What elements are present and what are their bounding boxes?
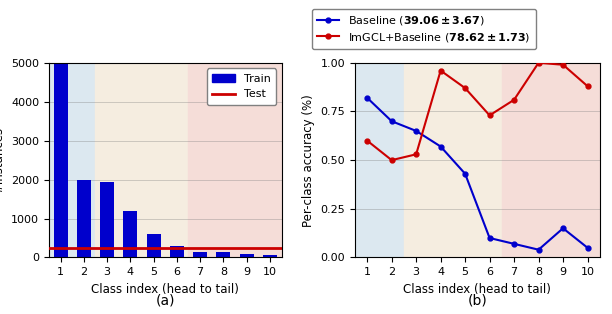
Bar — [193, 252, 207, 257]
Bar — [502, 63, 600, 257]
Legend: Train, Test: Train, Test — [207, 68, 276, 105]
Bar — [100, 181, 114, 257]
Bar — [170, 246, 184, 257]
X-axis label: Class index (head to tail): Class index (head to tail) — [91, 283, 239, 296]
Bar — [49, 63, 95, 257]
Bar — [217, 252, 230, 257]
Text: (b): (b) — [468, 294, 487, 308]
Bar — [263, 255, 277, 257]
Bar — [54, 63, 67, 257]
Text: (a): (a) — [155, 294, 175, 308]
Bar — [240, 254, 253, 257]
X-axis label: Class index (head to tail): Class index (head to tail) — [403, 283, 551, 296]
Bar — [404, 63, 502, 257]
Y-axis label: #Instances: #Instances — [0, 127, 6, 193]
Y-axis label: Per-class accuracy (%): Per-class accuracy (%) — [302, 94, 315, 226]
Bar — [355, 63, 404, 257]
Bar — [188, 63, 282, 257]
Bar — [147, 234, 160, 257]
Bar — [77, 180, 91, 257]
Bar — [95, 63, 188, 257]
Legend: Baseline ($\mathbf{39.06 \pm 3.67}$), ImGCL+Baseline ($\mathbf{78.62 \pm 1.73}$): Baseline ($\mathbf{39.06 \pm 3.67}$), Im… — [312, 9, 536, 49]
Bar — [124, 211, 137, 257]
